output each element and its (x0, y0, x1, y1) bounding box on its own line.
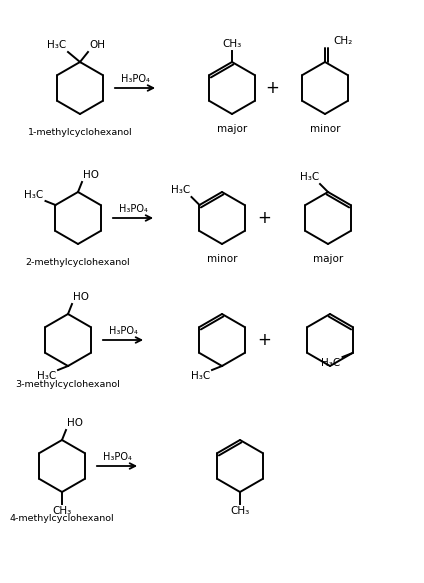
Text: 2-methylcyclohexanol: 2-methylcyclohexanol (26, 258, 130, 267)
Text: minor: minor (207, 254, 237, 264)
Text: minor: minor (310, 124, 340, 134)
Text: +: + (265, 79, 279, 97)
Text: H₃C: H₃C (47, 40, 66, 50)
Text: +: + (257, 209, 271, 227)
Text: major: major (313, 254, 343, 264)
Text: CH₂: CH₂ (333, 36, 352, 46)
Text: HO: HO (83, 170, 99, 180)
Text: 3-methylcyclohexanol: 3-methylcyclohexanol (16, 380, 120, 389)
Text: +: + (257, 331, 271, 349)
Text: H₃PO₄: H₃PO₄ (109, 326, 137, 336)
Text: H₃C: H₃C (171, 185, 190, 195)
Text: major: major (217, 124, 247, 134)
Text: HO: HO (67, 418, 83, 428)
Text: H₃PO₄: H₃PO₄ (103, 452, 131, 462)
Text: H₃C: H₃C (191, 371, 210, 381)
Text: H₃C: H₃C (321, 358, 340, 368)
Text: CH₃: CH₃ (53, 506, 72, 516)
Text: CH₃: CH₃ (230, 506, 250, 516)
Text: OH: OH (89, 40, 105, 50)
Text: 4-methylcyclohexanol: 4-methylcyclohexanol (10, 514, 114, 523)
Text: H₃PO₄: H₃PO₄ (120, 74, 149, 84)
Text: H₃C: H₃C (300, 172, 319, 182)
Text: HO: HO (73, 292, 89, 302)
Text: H₃PO₄: H₃PO₄ (119, 204, 148, 214)
Text: CH₃: CH₃ (222, 39, 242, 49)
Text: H₃C: H₃C (24, 190, 44, 200)
Text: 1-methylcyclohexanol: 1-methylcyclohexanol (28, 128, 132, 137)
Text: H₃C: H₃C (37, 371, 56, 381)
